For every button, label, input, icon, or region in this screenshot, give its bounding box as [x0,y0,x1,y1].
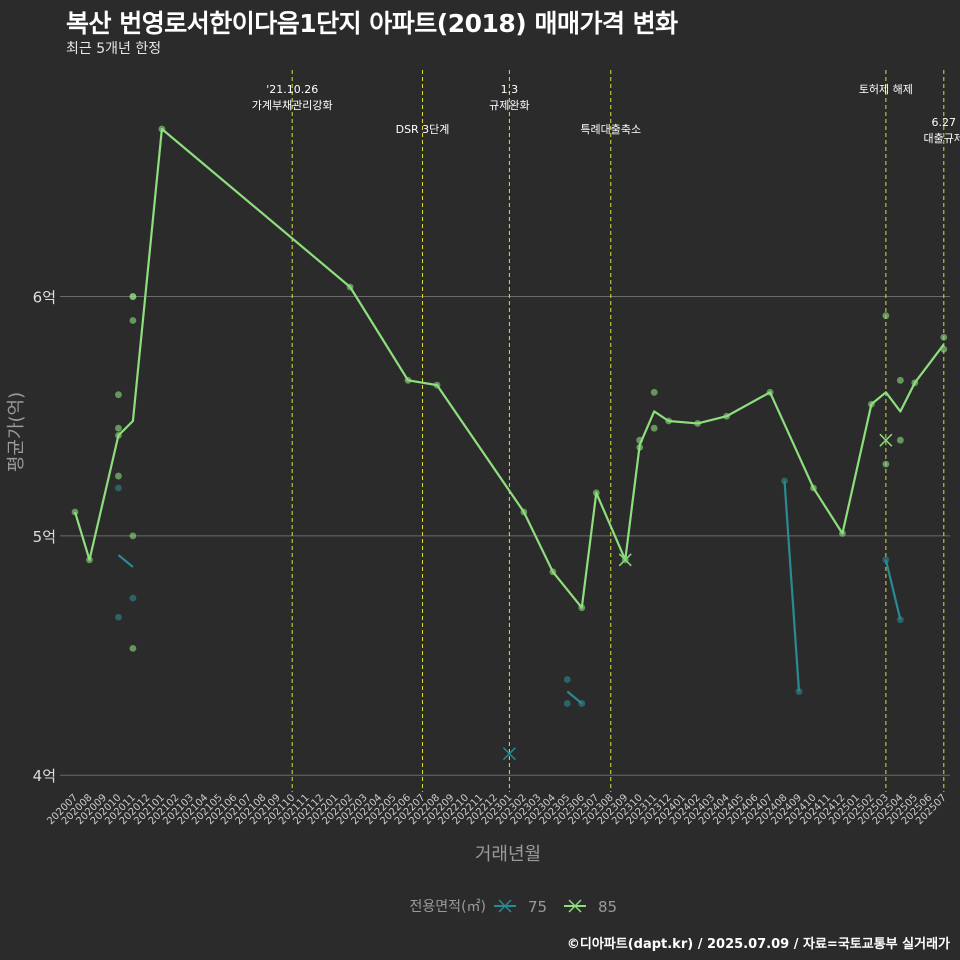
series-85 [71,125,948,652]
transaction-x-marker [618,553,632,567]
data-point [882,556,890,564]
legend-item-75: 75 [494,898,547,916]
legend-label: 85 [598,898,617,916]
data-point [115,484,122,492]
policy-annotation: 대출규제 [924,132,960,145]
data-point [795,688,803,695]
legend-key-x [568,899,582,913]
legend-item-85: 85 [564,898,617,916]
chart-subtitle: 최근 5개년 한정 [66,41,162,57]
data-point [115,613,122,621]
legend-title: 전용면적(㎡) [410,899,486,915]
y-axis-title: 평균가(억) [6,392,27,472]
policy-annotation: 6.27 [932,116,957,129]
axes: 4억5억6억2020072020082020092020102020112020… [6,289,949,865]
policy-annotation: 가계부채관리강화 [252,99,333,112]
policy-annotation: DSR 3단계 [396,123,450,136]
series-line [73,127,945,609]
data-point [578,700,586,707]
policy-annotation: '21.10.26 [266,83,318,96]
y-tick-label: 5억 [33,528,56,546]
data-point [129,317,137,324]
legend-key-x [498,899,512,913]
policy-annotation: 특례대출축소 [580,123,641,136]
data-point [781,477,788,485]
transaction-x-marker [879,433,893,447]
data-point [129,532,137,540]
x-marker-stroke [618,553,632,567]
policy-annotation: 규제완화 [489,99,529,112]
data-point [115,391,122,399]
gridlines [60,296,950,776]
data-point [896,436,904,444]
series-75 [115,477,904,761]
policy-annotation: 토허제 해제 [859,82,913,96]
data-point [882,460,890,468]
legend: 전용면적(㎡) 75 85 [410,898,618,916]
data-point [896,376,904,384]
source-caption: ©디아파트(dapt.kr) / 2025.07.09 / 자료=국토교통부 실… [566,937,950,952]
policy-annotation: 1.3 [501,83,519,96]
chart-title: 복산 번영로서한이다음1단지 아파트(2018) 매매가격 변화 [66,9,678,38]
x-marker-stroke [879,433,893,447]
x-axis-title: 거래년월 [475,844,541,865]
x-marker-stroke [502,747,516,761]
data-point [940,333,948,341]
legend-label: 75 [528,898,547,916]
series [71,125,948,761]
y-tick-label: 6억 [33,289,56,307]
data-point [896,616,904,624]
data-point [563,676,571,683]
data-point [129,293,137,300]
data-point [129,594,137,602]
data-point [650,424,658,432]
series-line-segment [884,559,902,620]
data-point [650,388,658,396]
data-point [882,312,890,320]
transaction-x-marker [502,747,516,761]
y-tick-label: 4억 [33,767,56,785]
data-point [115,472,122,480]
data-point [115,424,122,432]
data-point [563,700,571,707]
series-line-segment [117,554,134,568]
series-line-segment [783,480,801,692]
data-point [129,644,137,652]
